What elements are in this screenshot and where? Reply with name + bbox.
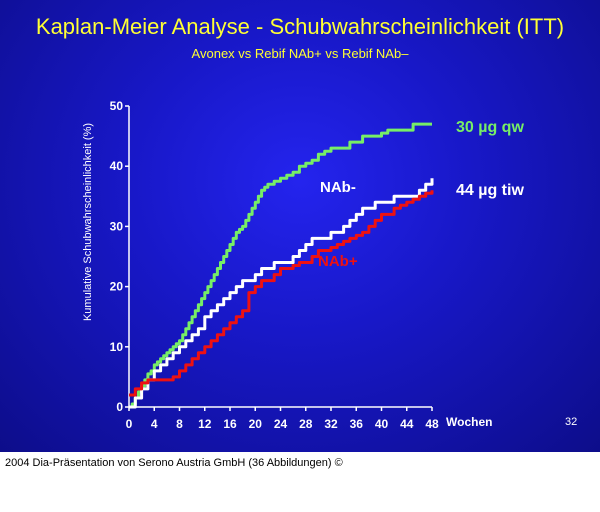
x-tick-label: 0 xyxy=(126,417,133,431)
labels-layer: 30 µg qw NAb- 44 µg tiw NAb+ xyxy=(318,119,524,270)
series-line-nab xyxy=(129,190,434,397)
annotation-nab: NAb- xyxy=(320,179,356,196)
series-line-nab xyxy=(129,178,434,409)
x-tick-label: 24 xyxy=(274,417,288,431)
x-tick-label: 16 xyxy=(223,417,237,431)
series-line-30-g-qw xyxy=(129,122,432,409)
x-tick-label: 20 xyxy=(249,417,263,431)
annotation-44-g-tiw: 44 µg tiw xyxy=(456,182,524,199)
slide: Kaplan-Meier Analyse - Schubwahrscheinli… xyxy=(0,0,600,452)
slide-subtitle: Avonex vs Rebif NAb+ vs Rebif NAb– xyxy=(191,46,409,61)
x-axis-title: Wochen xyxy=(446,415,492,429)
y-tick-label: 30 xyxy=(110,219,124,233)
series-layer xyxy=(129,122,434,409)
x-tick-label: 8 xyxy=(176,417,183,431)
x-tick-label: 12 xyxy=(198,417,212,431)
slide-title: Kaplan-Meier Analyse - Schubwahrscheinli… xyxy=(35,14,565,39)
y-tick-label: 10 xyxy=(110,340,124,354)
y-tick-label: 40 xyxy=(110,159,124,173)
y-tick-label: 20 xyxy=(110,280,124,294)
annotation-nab: NAb+ xyxy=(318,253,358,270)
y-axis-title: Kumulative Schubwahrscheinlichkeit (%) xyxy=(82,123,94,321)
x-tick-label: 28 xyxy=(299,417,313,431)
x-tick-label: 40 xyxy=(375,417,389,431)
annotation-30-g-qw: 30 µg qw xyxy=(456,119,524,136)
footer-caption: 2004 Dia-Präsentation von Serono Austria… xyxy=(5,457,343,469)
y-tick-label: 0 xyxy=(116,400,123,414)
y-tick-label: 50 xyxy=(110,99,124,113)
x-tick-label: 32 xyxy=(324,417,338,431)
x-tick-label: 44 xyxy=(400,417,414,431)
slide-number: 32 xyxy=(565,416,578,428)
x-tick-label: 48 xyxy=(425,417,439,431)
x-tick-label: 36 xyxy=(350,417,364,431)
x-tick-label: 4 xyxy=(151,417,158,431)
